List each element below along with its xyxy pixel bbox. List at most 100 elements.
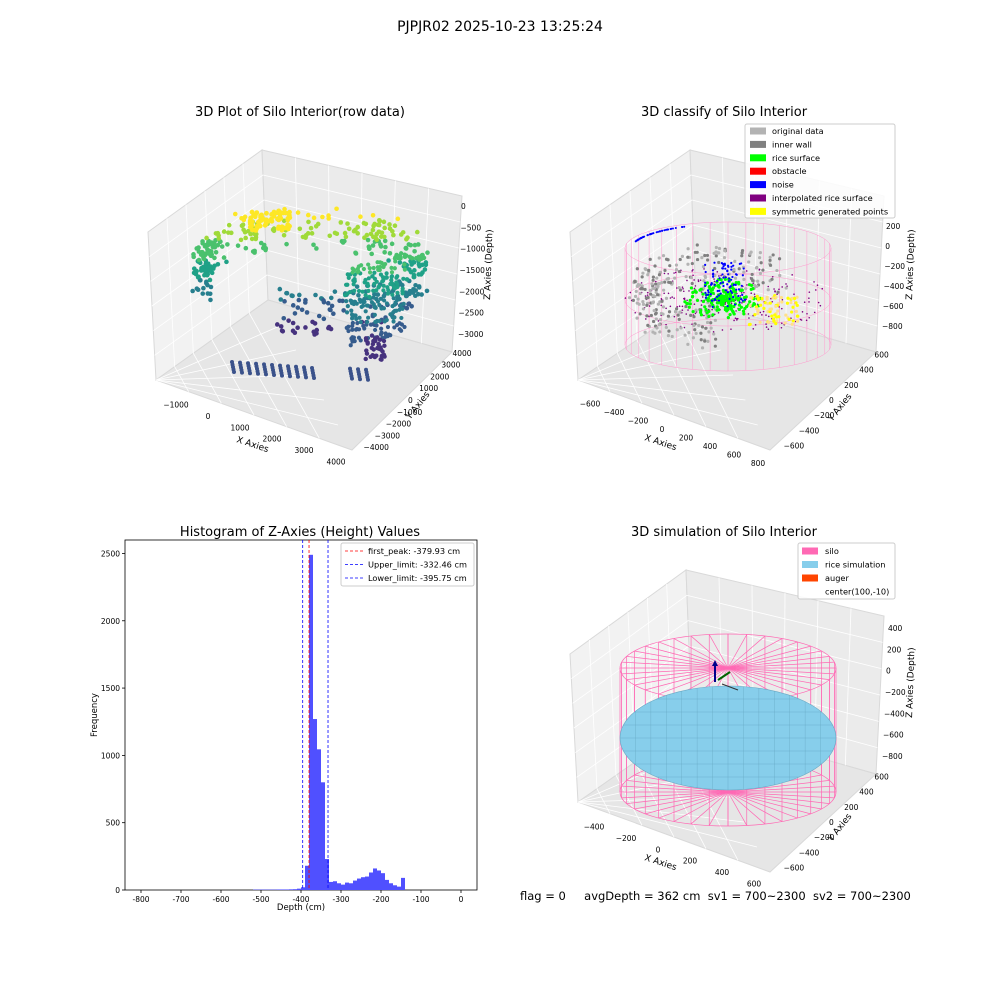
data-point: [376, 267, 381, 272]
data-point: [329, 303, 335, 309]
data-point: [386, 287, 391, 293]
data-point: [277, 286, 283, 292]
data-point: [304, 310, 310, 315]
data-point: [706, 299, 710, 303]
data-point: [779, 296, 783, 300]
data-point: [677, 286, 681, 290]
data-point: [703, 253, 707, 258]
data-point: [370, 243, 376, 248]
data-point: [694, 331, 698, 336]
data-point: [290, 303, 296, 308]
x-axis-label: Depth (cm): [277, 903, 325, 913]
data-point: [770, 325, 773, 328]
data-point: [756, 296, 760, 300]
data-point: [208, 284, 214, 290]
data-point: [750, 272, 754, 277]
data-point: [733, 293, 737, 297]
data-point: [644, 267, 648, 272]
data-point: [389, 278, 394, 283]
data-point: [248, 215, 254, 221]
data-point: [768, 301, 772, 305]
data-point: [786, 296, 790, 300]
data-point: [688, 298, 692, 302]
data-point: [371, 302, 376, 307]
data-point: [723, 277, 727, 282]
data-point: [365, 341, 370, 346]
data-point: [775, 268, 779, 273]
data-point: [379, 306, 384, 311]
data-point: [681, 286, 684, 288]
silo-wireframe: [727, 661, 835, 669]
data-point: [651, 300, 656, 304]
data-point: [687, 309, 689, 311]
data-point: [806, 312, 808, 315]
data-point: [747, 283, 752, 287]
data-point: [390, 315, 395, 320]
x-tick-label: 600: [727, 450, 742, 459]
data-point: [734, 281, 738, 285]
data-point: [711, 305, 714, 308]
data-point: [423, 262, 429, 268]
x-tick-label: -700: [172, 895, 189, 904]
data-point: [774, 290, 776, 292]
data-point: [350, 323, 355, 329]
data-point: [713, 278, 715, 280]
data-point: [364, 232, 370, 238]
data-point: [287, 209, 292, 215]
y-tick-label: −400: [799, 848, 820, 857]
histogram-bar: [393, 885, 397, 890]
data-point: [781, 298, 784, 301]
data-point: [381, 288, 386, 293]
legend-label: Lower_limit: -395.75 cm: [368, 573, 467, 583]
data-point: [694, 285, 697, 287]
data-point: [721, 267, 724, 270]
data-point: [700, 304, 703, 306]
data-point: [363, 221, 369, 227]
data-point: [815, 289, 817, 291]
data-point: [716, 301, 720, 305]
z-axis-label: Z Axies (Depth): [905, 229, 917, 300]
data-point: [699, 331, 703, 335]
data-point: [371, 223, 376, 229]
data-point: [717, 299, 721, 302]
plot-frame: [124, 539, 478, 891]
data-point: [752, 328, 755, 330]
data-point: [712, 251, 716, 255]
data-point: [690, 295, 695, 299]
data-point: [711, 313, 715, 317]
data-point: [232, 211, 238, 217]
data-point: [711, 269, 715, 272]
data-point: [728, 294, 732, 298]
data-point: [377, 302, 382, 308]
data-point: [643, 287, 647, 292]
data-point: [674, 268, 679, 272]
data-point: [816, 284, 819, 287]
data-point: [737, 267, 741, 271]
z-tick-label: 0: [461, 202, 466, 211]
data-point: [667, 310, 672, 314]
data-point: [249, 227, 255, 233]
data-point: [716, 271, 719, 273]
z-tick-label: −200: [885, 688, 906, 697]
data-point: [700, 256, 704, 260]
data-point: [331, 311, 336, 317]
data-point: [653, 312, 658, 316]
histogram-bar: [369, 872, 373, 890]
data-point: [284, 241, 289, 247]
data-point: [704, 296, 708, 299]
data-point: [795, 303, 799, 307]
data-point: [357, 297, 362, 302]
data-point: [378, 264, 383, 270]
data-point: [674, 307, 679, 311]
data-point: [384, 301, 390, 306]
histogram-bar: [401, 877, 405, 890]
data-point: [363, 356, 368, 362]
data-point: [249, 209, 255, 215]
data-point: [381, 219, 387, 225]
data-point: [374, 288, 379, 293]
data-point: [643, 330, 647, 334]
data-point: [791, 319, 795, 323]
data-point: [693, 287, 696, 290]
z-tick-label: −3000: [458, 330, 484, 339]
data-point: [389, 241, 395, 247]
